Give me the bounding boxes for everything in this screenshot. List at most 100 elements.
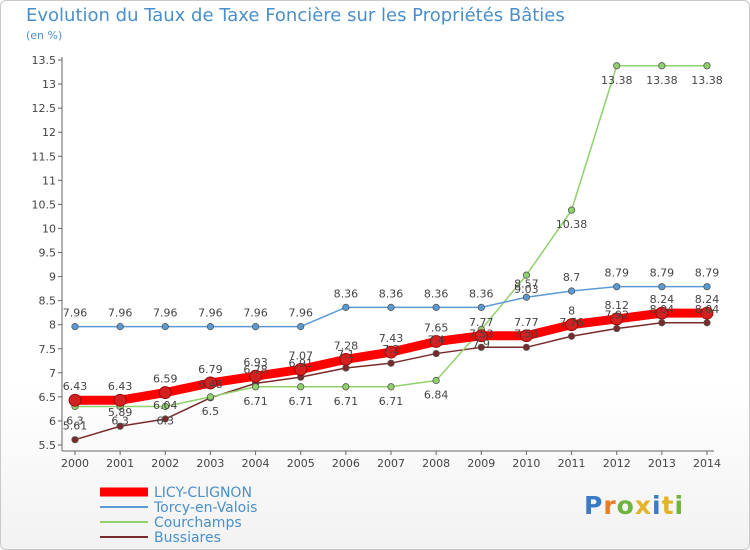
data-point xyxy=(658,62,666,70)
y-tick-label: 7 xyxy=(49,367,56,380)
data-label: 7.53 xyxy=(514,327,539,340)
x-tick-label: 2012 xyxy=(603,457,631,470)
data-label: 7.76 xyxy=(559,316,584,329)
data-point xyxy=(158,386,172,399)
y-tick-label: 9 xyxy=(49,271,56,284)
data-point xyxy=(116,323,124,331)
data-point xyxy=(658,283,666,291)
legend-label: Courchamps xyxy=(154,515,242,531)
data-point xyxy=(655,306,669,320)
y-tick-label: 7.5 xyxy=(39,343,57,356)
data-label: 8 xyxy=(568,305,575,318)
data-point xyxy=(477,303,485,311)
y-tick-label: 8.5 xyxy=(39,295,57,308)
data-point xyxy=(161,323,169,331)
data-label: 8.24 xyxy=(695,293,720,306)
x-tick-label: 2007 xyxy=(377,457,405,470)
legend-label: LICY-CLIGNON xyxy=(154,485,252,501)
data-label: 7.4 xyxy=(427,334,445,347)
data-point xyxy=(204,376,217,390)
data-label: 7.2 xyxy=(382,343,400,356)
y-tick-label: 6 xyxy=(49,415,56,428)
x-tick-label: 2008 xyxy=(422,457,450,470)
data-point xyxy=(249,369,262,383)
data-label: 7.96 xyxy=(288,307,313,320)
data-label: 7.77 xyxy=(469,316,494,329)
data-label: 7.65 xyxy=(424,322,449,335)
data-point xyxy=(384,345,398,359)
data-label: 6.91 xyxy=(288,357,313,370)
data-label: 6.79 xyxy=(198,363,223,376)
data-label: 5.61 xyxy=(63,420,88,433)
y-tick-label: 11.5 xyxy=(32,150,57,163)
y-tick-label: 12 xyxy=(42,126,56,139)
x-tick-label: 2013 xyxy=(648,457,676,470)
data-label: 8.57 xyxy=(514,277,539,290)
data-label: 7.92 xyxy=(604,309,629,322)
data-point xyxy=(703,319,711,327)
data-label: 7.07 xyxy=(288,349,313,362)
y-tick-label: 10.5 xyxy=(32,198,57,211)
data-label: 6.71 xyxy=(243,395,268,408)
data-label: 6.48 xyxy=(198,378,223,391)
data-label: 8.12 xyxy=(604,299,629,312)
data-label: 6.3 xyxy=(111,415,129,428)
data-label: 7.96 xyxy=(108,307,133,320)
data-label: 9.03 xyxy=(514,283,539,296)
data-label: 6.5 xyxy=(202,405,220,418)
data-point xyxy=(297,323,305,331)
data-label: 6.71 xyxy=(334,395,359,408)
data-point xyxy=(565,318,578,332)
data-label: 7.96 xyxy=(243,307,268,320)
data-label: 7.28 xyxy=(334,339,359,352)
x-tick-label: 2005 xyxy=(287,457,315,470)
y-tick-label: 11 xyxy=(42,174,56,187)
y-tick-label: 13 xyxy=(42,78,56,91)
data-label: 6.84 xyxy=(424,389,449,402)
data-point xyxy=(251,383,260,391)
data-point xyxy=(387,383,395,391)
data-label: 8.36 xyxy=(379,287,404,300)
data-point xyxy=(432,303,440,311)
data-label: 8.04 xyxy=(695,303,720,316)
data-label: 6.3 xyxy=(157,415,175,428)
proxiti-logo: Proxiti xyxy=(584,491,685,520)
x-tick-label: 2002 xyxy=(151,457,179,470)
data-label: 8.7 xyxy=(563,271,581,284)
data-point xyxy=(161,415,169,423)
data-point xyxy=(294,363,308,376)
data-point xyxy=(116,422,124,430)
legend-label: Bussiares xyxy=(154,530,221,546)
data-point xyxy=(567,287,576,295)
data-label: 6.78 xyxy=(243,363,268,376)
data-point xyxy=(71,323,79,331)
data-label: 6.04 xyxy=(153,399,178,412)
data-point xyxy=(522,271,531,279)
data-point xyxy=(610,312,624,326)
data-point xyxy=(68,393,82,407)
y-tick-label: 5.5 xyxy=(39,439,57,452)
data-label: 7.96 xyxy=(198,307,223,320)
data-point xyxy=(161,402,169,411)
data-point xyxy=(206,323,215,331)
data-point xyxy=(339,352,353,366)
data-label: 7.77 xyxy=(514,316,539,329)
x-tick-label: 2003 xyxy=(196,457,224,470)
x-tick-label: 2014 xyxy=(693,457,721,470)
data-label: 13.38 xyxy=(601,74,633,87)
data-point xyxy=(432,349,440,358)
data-label: 7.96 xyxy=(63,307,88,320)
data-point xyxy=(520,329,533,343)
data-point xyxy=(297,383,305,391)
data-label: 6.59 xyxy=(153,373,178,386)
data-point xyxy=(387,303,395,311)
data-point xyxy=(474,329,488,343)
y-tick-label: 13.5 xyxy=(32,54,57,67)
data-label: 6.71 xyxy=(288,395,313,408)
y-tick-label: 6.5 xyxy=(39,391,57,404)
x-tick-label: 2004 xyxy=(242,457,270,470)
x-tick-label: 2000 xyxy=(61,457,89,470)
data-point xyxy=(71,436,79,444)
data-point xyxy=(522,343,531,351)
x-tick-label: 2010 xyxy=(512,457,540,470)
